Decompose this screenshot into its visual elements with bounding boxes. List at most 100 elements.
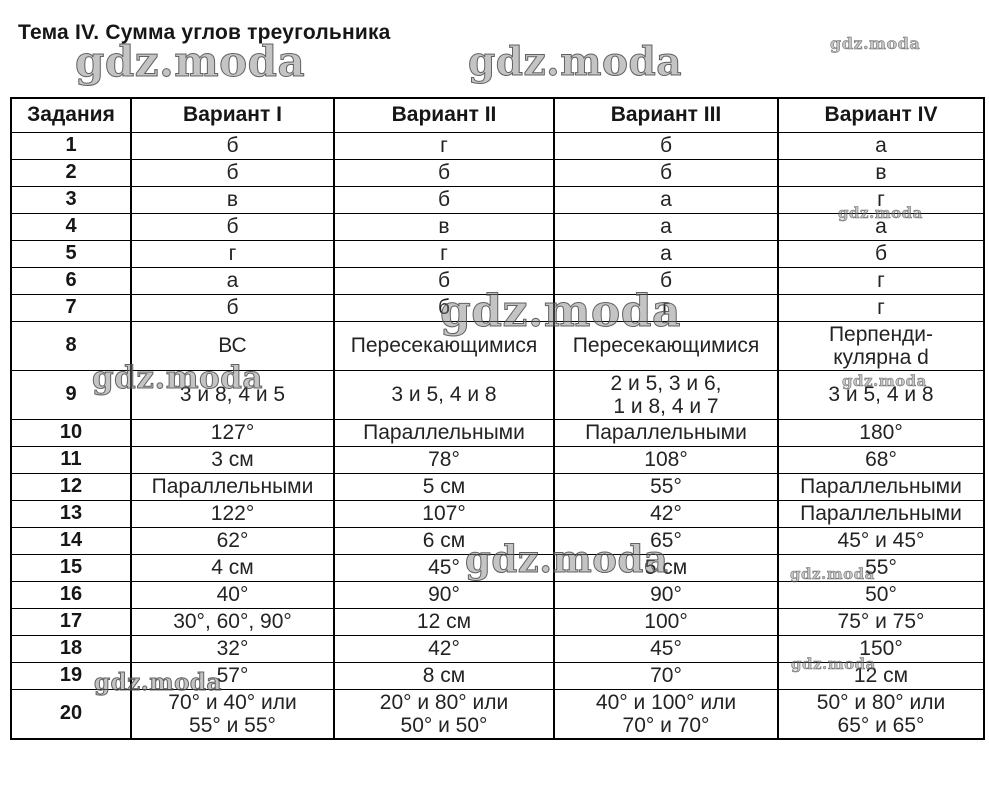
column-header-variant: Вариант IV <box>777 97 985 133</box>
answer-cell: 30°, 60°, 90° <box>130 607 335 636</box>
task-number: 1 <box>10 131 132 160</box>
answer-cell: в <box>333 212 555 241</box>
task-number: 13 <box>10 499 132 528</box>
table-row: 14 62° 6 см 65° 45° и 45° <box>10 526 985 555</box>
answer-cell: 150° <box>777 634 985 663</box>
answer-cell: 32° <box>130 634 335 663</box>
answer-cell: 180° <box>777 418 985 447</box>
answer-cell: г <box>777 185 985 214</box>
task-number: 7 <box>10 293 132 322</box>
answer-cell: 40° <box>130 580 335 609</box>
watermark-text: gdz.moda <box>830 34 921 53</box>
answer-cell: б <box>553 131 779 160</box>
task-number: 2 <box>10 158 132 187</box>
answer-cell: в <box>777 158 985 187</box>
answer-cell: 45° и 45° <box>777 526 985 555</box>
answer-cell: 55° <box>777 553 985 582</box>
table-row: 12 Параллельными 5 см 55° Параллельными <box>10 472 985 501</box>
answer-cell: 42° <box>333 634 555 663</box>
answer-cell: Параллельными <box>777 472 985 501</box>
task-number: 19 <box>10 661 132 690</box>
answer-cell: Параллельными <box>130 472 335 501</box>
answer-cell: 68° <box>777 445 985 474</box>
task-number: 3 <box>10 185 132 214</box>
answer-cell: б <box>333 158 555 187</box>
column-header-variant: Вариант III <box>553 97 779 133</box>
table-row: 11 3 см 78° 108° 68° <box>10 445 985 474</box>
table-row: 18 32° 42° 45° 150° <box>10 634 985 663</box>
answer-cell: а <box>130 266 335 295</box>
answer-cell: б <box>130 131 335 160</box>
answer-cell: б <box>130 293 335 322</box>
answer-cell: б <box>130 212 335 241</box>
answer-cell: 70° и 40° или 55° и 55° <box>130 688 335 739</box>
task-number: 9 <box>10 369 132 420</box>
answer-cell: 62° <box>130 526 335 555</box>
table-row: 16 40° 90° 90° 50° <box>10 580 985 609</box>
answer-cell: б <box>333 266 555 295</box>
answer-cell: 65° <box>553 526 779 555</box>
answer-cell: Пересекающимися <box>553 320 779 371</box>
answer-cell: 70° <box>553 661 779 690</box>
answer-cell: 3 см <box>130 445 335 474</box>
answer-cell: б <box>777 239 985 268</box>
watermark-text: gdz.moda <box>467 39 683 85</box>
answer-cell: 57° <box>130 661 335 690</box>
task-number: 8 <box>10 320 132 371</box>
task-number: 20 <box>10 688 132 739</box>
task-number: 5 <box>10 239 132 268</box>
answer-cell: 42° <box>553 499 779 528</box>
answer-cell: а <box>777 212 985 241</box>
answer-cell: 50° и 80° или 65° и 65° <box>777 688 985 739</box>
answer-cell: 90° <box>333 580 555 609</box>
table-row: 13 122° 107° 42° Параллельными <box>10 499 985 528</box>
answer-cell: 3 и 5, 4 и 8 <box>333 369 555 420</box>
table-row: 8 ВС Пересекающимися Пересекающимися Перпенд… <box>10 320 985 371</box>
answer-cell: 122° <box>130 499 335 528</box>
answer-cell: 107° <box>333 499 555 528</box>
task-number: 14 <box>10 526 132 555</box>
answer-cell: 20° и 80° или 50° и 50° <box>333 688 555 739</box>
answer-cell: г <box>777 266 985 295</box>
column-header-variant: Вариант I <box>130 97 335 133</box>
answer-cell: 45° <box>553 634 779 663</box>
answer-cell: б <box>553 158 779 187</box>
answer-cell: а <box>553 212 779 241</box>
answer-cell: г <box>553 293 779 322</box>
answer-cell: Пересекающимися <box>333 320 555 371</box>
answer-cell: г <box>333 131 555 160</box>
table-row: 15 4 см 45° 5 см 55° <box>10 553 985 582</box>
answer-cell: 50° <box>777 580 985 609</box>
task-number: 6 <box>10 266 132 295</box>
answer-cell: Параллельными <box>777 499 985 528</box>
answer-cell: 3 и 5, 4 и 8 <box>777 369 985 420</box>
answer-cell: 2 и 5, 3 и 6, 1 и 8, 4 и 7 <box>553 369 779 420</box>
answer-cell: г <box>333 239 555 268</box>
table-row: 10 127° Параллельными Параллельными 180° <box>10 418 985 447</box>
answer-cell: 100° <box>553 607 779 636</box>
answer-cell: г <box>130 239 335 268</box>
task-number: 4 <box>10 212 132 241</box>
header-row: Задания Вариант I Вариант II Вариант III Вар… <box>10 97 985 133</box>
answer-cell: 3 и 8, 4 и 5 <box>130 369 335 420</box>
answer-cell: 5 см <box>333 472 555 501</box>
answer-cell: в <box>130 185 335 214</box>
answers-table: Задания Вариант I Вариант II Вариант III Вар… <box>10 97 985 740</box>
answer-cell: 75° и 75° <box>777 607 985 636</box>
task-number: 16 <box>10 580 132 609</box>
answer-cell: 5 см <box>553 553 779 582</box>
answer-cell: а <box>553 185 779 214</box>
answer-cell: ВС <box>130 320 335 371</box>
table-row: 20 70° и 40° или 55° и 55° 20° и 80° или 5… <box>10 688 985 739</box>
column-header-tasks: Задания <box>10 97 132 133</box>
task-number: 12 <box>10 472 132 501</box>
task-number: 17 <box>10 607 132 636</box>
